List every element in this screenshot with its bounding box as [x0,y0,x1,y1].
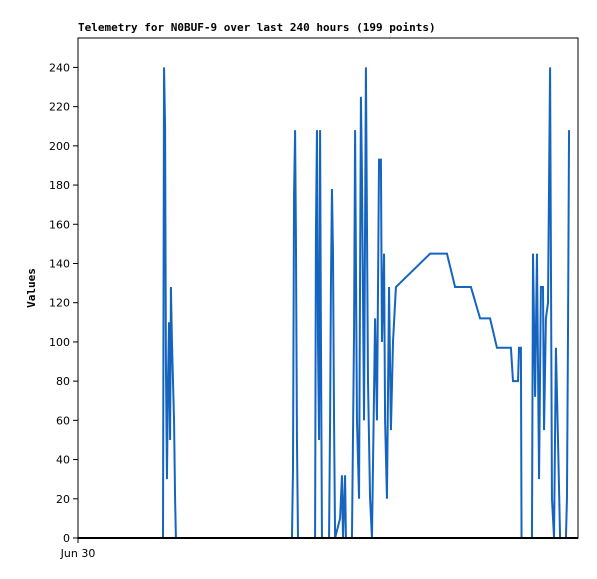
x-tick-label: Jun 30 [60,547,96,560]
data-line [78,67,571,539]
y-tick-label: 200 [49,140,70,153]
y-tick-label: 20 [56,493,70,506]
y-tick-label: 120 [49,297,70,310]
y-tick-label: 160 [49,218,70,231]
plot-frame [77,37,579,539]
y-tick-label: 140 [49,257,70,270]
y-tick-label: 80 [56,375,70,388]
y-axis-label: Values [25,268,38,308]
y-tick-label: 180 [49,179,70,192]
y-tick-label: 100 [49,336,70,349]
y-tick-label: 60 [56,414,70,427]
chart-title: Telemetry for N0BUF-9 over last 240 hour… [78,21,436,34]
y-tick-label: 0 [63,532,70,545]
y-tick-label: 240 [49,61,70,74]
y-tick-label: 40 [56,454,70,467]
y-tick-label: 220 [49,101,70,114]
